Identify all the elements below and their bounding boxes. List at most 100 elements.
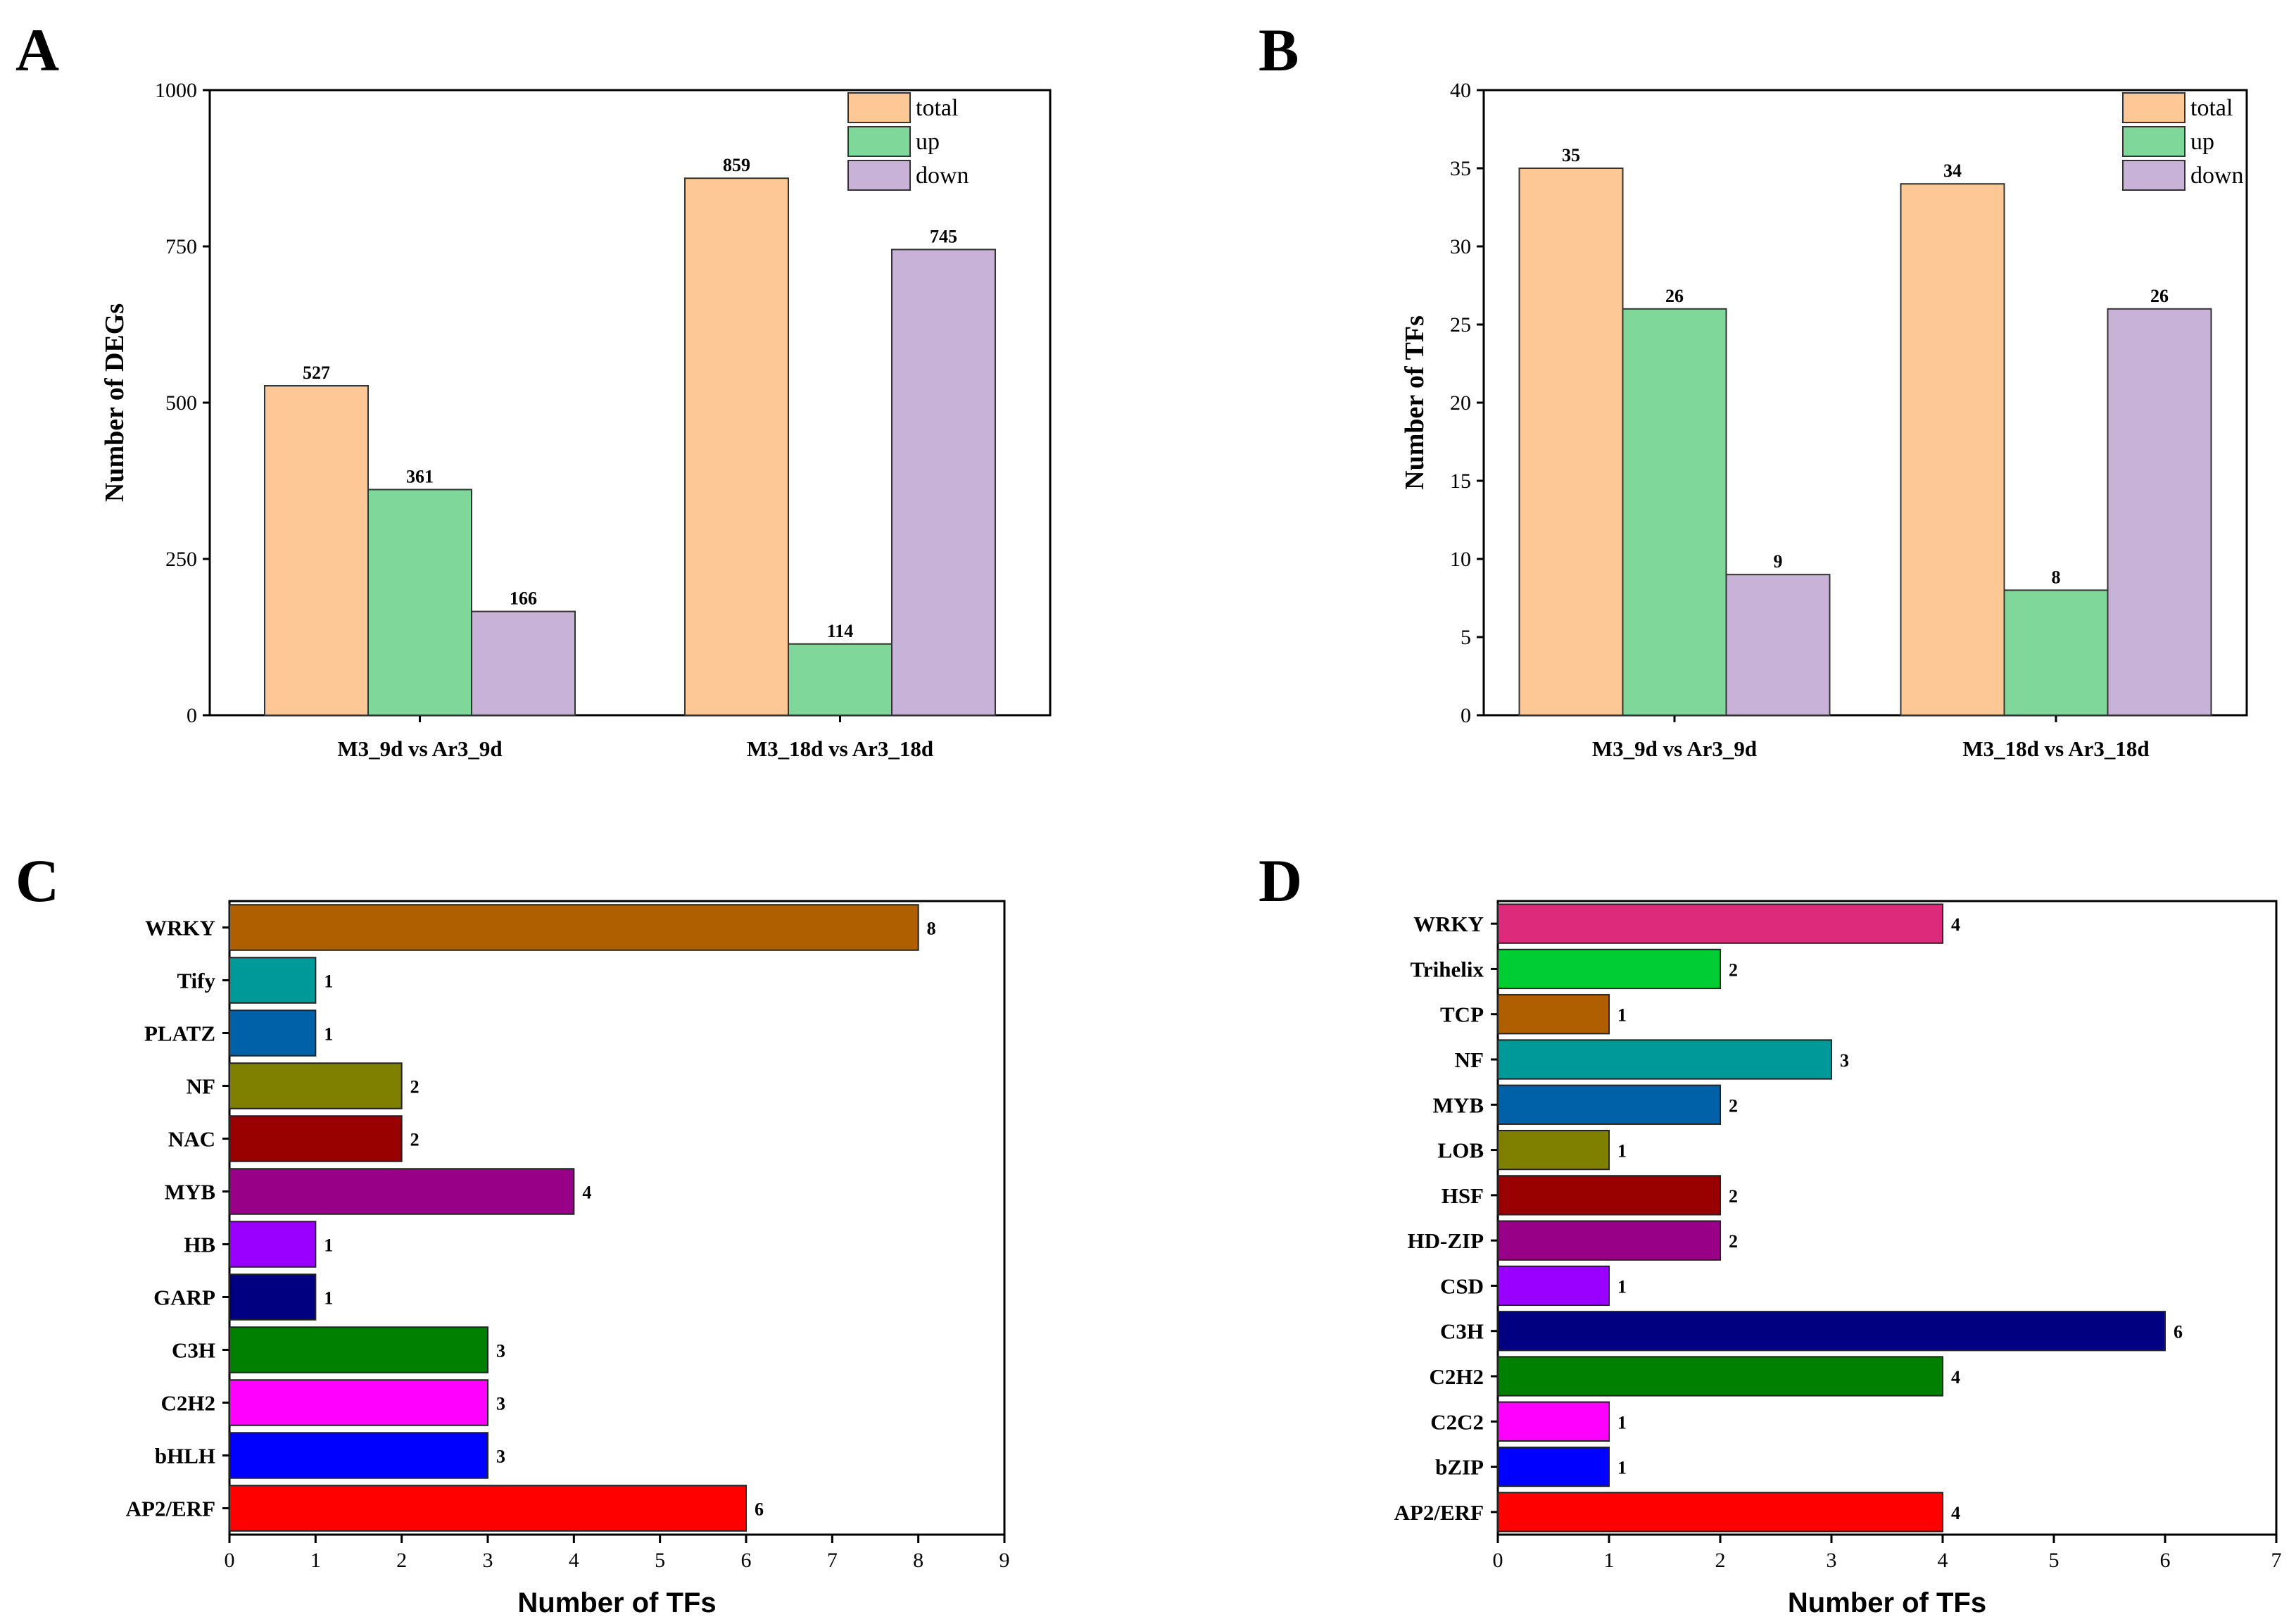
y-tick-label: 10	[1450, 548, 1471, 571]
x-tick-label: 2	[396, 1549, 407, 1572]
y-category-label: AP2/ERF	[126, 1497, 215, 1521]
y-tick-label: 750	[165, 235, 197, 258]
data-label: 2	[1729, 1231, 1738, 1252]
x-tick-label: 9	[999, 1549, 1010, 1572]
y-category-label: WRKY	[1413, 912, 1484, 936]
chart-d: 0 1 2 3 4 5 6 7 WRKY 4 Trihelix 2 TCP 1 NF 3 MYB 2 LOB 1 HSF…	[1394, 900, 2282, 1617]
data-label: 1	[1617, 1005, 1627, 1026]
bar-wrky	[1497, 903, 1943, 944]
y-tick-label: 25	[1450, 313, 1471, 336]
data-label: 9	[1774, 551, 1783, 572]
data-label: 859	[723, 155, 750, 175]
data-label: 4	[1951, 914, 1960, 935]
bar-up	[2003, 589, 2109, 717]
y-tick-label: 40	[1450, 79, 1471, 102]
data-label: 1	[324, 1235, 333, 1256]
y-category-label: PLATZ	[144, 1021, 215, 1046]
data-label: 3	[496, 1341, 505, 1361]
data-label: 6	[2174, 1322, 2183, 1342]
y-axis-title: Number of DEGs	[100, 303, 130, 502]
bar-hd-zip	[1497, 1220, 1721, 1261]
bar-tcp	[1497, 994, 1610, 1035]
data-label: 4	[1951, 1367, 1960, 1388]
bar-total	[684, 177, 789, 716]
data-label: 114	[827, 621, 854, 641]
y-category-label: Tify	[177, 969, 215, 993]
y-tick-label: 5	[1461, 626, 1471, 649]
panel-label-c: C	[15, 847, 59, 914]
data-label: 2	[1729, 1186, 1738, 1207]
data-label: 26	[1665, 286, 1684, 306]
y-category-label: WRKY	[145, 916, 215, 940]
y-tick-label: 1000	[155, 79, 197, 102]
data-label: 2	[410, 1077, 420, 1097]
y-category-label: MYB	[1433, 1093, 1484, 1117]
data-label: 6	[755, 1499, 764, 1520]
chart-a: 0 250 500 750 1000 M3_9d vs Ar3_9d 527 361 166 M3…	[100, 79, 1052, 761]
y-category-label: AP2/ERF	[1394, 1500, 1484, 1525]
data-label: 4	[1951, 1503, 1960, 1523]
x-category-label: M3_18d vs Ar3_18d	[747, 736, 933, 761]
bar-nf	[1497, 1039, 1832, 1080]
data-label: 745	[930, 226, 957, 246]
y-tick-label: 0	[1461, 704, 1471, 727]
panel-label-d: D	[1259, 847, 1302, 914]
y-axis-title: Number of TFs	[1400, 315, 1430, 490]
legend-swatch-up	[847, 126, 911, 157]
y-category-label: NF	[187, 1074, 215, 1099]
bar-garp	[229, 1273, 317, 1321]
data-label: 4	[582, 1183, 591, 1203]
x-category-label: M3_9d vs Ar3_9d	[337, 736, 502, 761]
bar-ap2-erf	[1497, 1492, 1943, 1533]
data-label: 361	[406, 466, 434, 486]
legend-label-down: down	[916, 163, 969, 189]
plot-frame	[228, 900, 1006, 1536]
x-tick-label: 6	[2160, 1549, 2171, 1572]
y-category-label: HB	[184, 1233, 215, 1257]
y-category-label: LOB	[1438, 1138, 1484, 1163]
bar-up	[1622, 308, 1727, 716]
data-label: 1	[1617, 1458, 1627, 1478]
y-category-label: HD-ZIP	[1408, 1228, 1484, 1253]
data-label: 26	[2150, 286, 2169, 306]
x-tick-label: 4	[569, 1549, 579, 1572]
x-tick-label: 5	[655, 1549, 665, 1572]
x-axis-title: Number of TFs	[1788, 1587, 1986, 1617]
y-category-label: C2H2	[161, 1391, 216, 1416]
y-category-label: NF	[1455, 1047, 1484, 1072]
bar-tify	[229, 957, 317, 1004]
x-category-label: M3_18d vs Ar3_18d	[1962, 736, 2149, 761]
y-category-label: TCP	[1440, 1002, 1484, 1027]
y-tick-label: 0	[187, 704, 197, 727]
x-category-label: M3_9d vs Ar3_9d	[1592, 736, 1757, 761]
data-label: 527	[303, 363, 330, 383]
y-tick-label: 30	[1450, 235, 1471, 258]
bar-up	[367, 489, 472, 716]
bar-csd	[1497, 1265, 1610, 1307]
data-label: 166	[510, 589, 537, 609]
y-tick-label: 15	[1450, 470, 1471, 493]
data-label: 34	[1943, 161, 1962, 181]
x-tick-label: 8	[913, 1549, 923, 1572]
y-category-label: C3H	[1440, 1319, 1484, 1344]
y-category-label: C2H2	[1430, 1364, 1484, 1389]
bar-c3h	[229, 1326, 488, 1373]
bar-platz	[229, 1009, 317, 1057]
bar-bhlh	[229, 1432, 488, 1479]
x-tick-label: 2	[1715, 1549, 1726, 1572]
chart-b: 0 5 10 15 20 25 30 35 40 M3_9d vs Ar3_9d 35 26 9 M3_1…	[1400, 79, 2248, 761]
bar-trihelix	[1497, 948, 1721, 990]
x-tick-label: 0	[1493, 1549, 1503, 1572]
x-tick-label: 7	[827, 1549, 838, 1572]
data-label: 8	[2052, 567, 2061, 587]
bar-down	[471, 610, 576, 716]
legend-label-total: total	[2190, 95, 2233, 121]
bar-down	[1725, 574, 1831, 717]
legend-swatch-total	[847, 92, 911, 123]
legend-label-down: down	[2190, 163, 2244, 189]
legend-label-total: total	[916, 95, 958, 121]
y-category-label: MYB	[165, 1180, 215, 1204]
y-category-label: NAC	[168, 1127, 215, 1152]
bar-wrky	[229, 904, 919, 951]
bar-nf	[229, 1062, 403, 1109]
